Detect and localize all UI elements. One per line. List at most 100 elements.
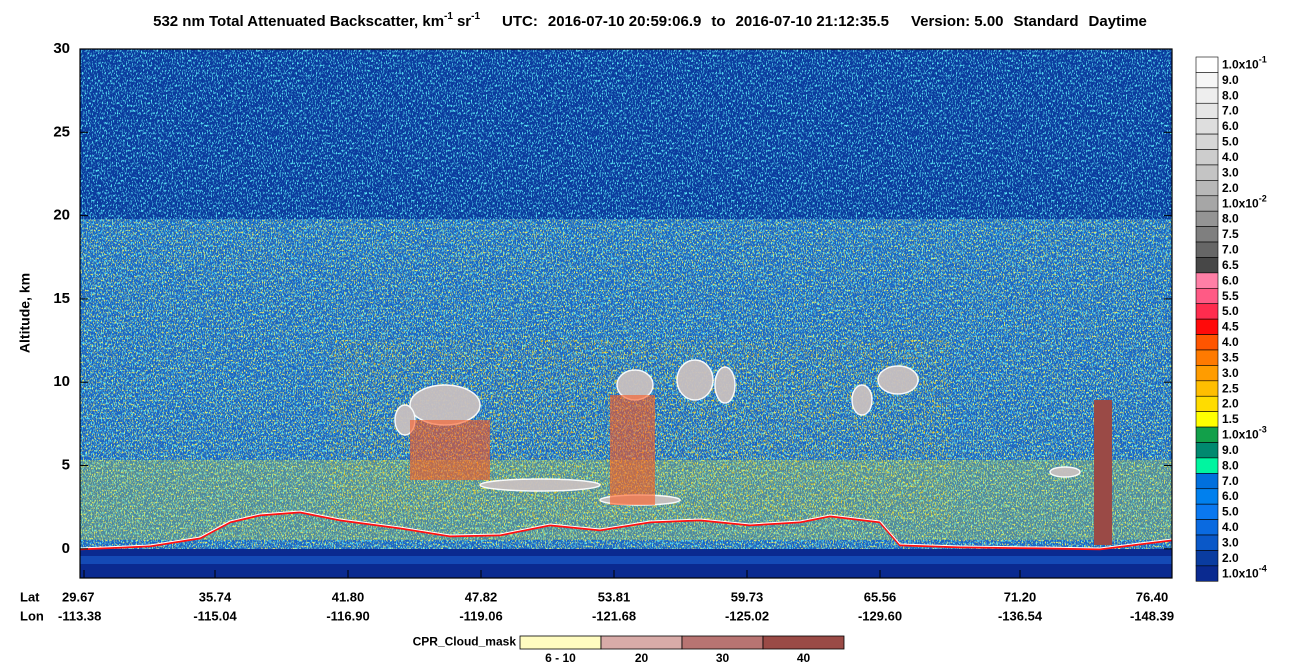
colorbar-label-text: 2.0	[1222, 181, 1239, 195]
title-product: Standard	[1014, 13, 1079, 30]
colorbar-label: 2.0	[1222, 181, 1239, 195]
colorbar-label: 7.0	[1222, 104, 1239, 118]
colorbar-swatch	[1195, 180, 1219, 197]
cloud-mask-label: 20	[635, 651, 649, 665]
colorbar-swatch	[1195, 349, 1219, 366]
cloud	[851, 384, 873, 416]
title-daylight: Daytime	[1089, 13, 1147, 30]
colorbar-label: 3.5	[1222, 351, 1239, 365]
colorbar-swatch	[1195, 303, 1219, 320]
colorbar-label-text: 4.5	[1222, 320, 1239, 334]
plot-frame	[79, 48, 1173, 579]
colorbar-label: 1.0x10-4	[1222, 564, 1267, 581]
colorbar-swatch	[1195, 118, 1219, 135]
colorbar-swatch	[1195, 257, 1219, 274]
colorbar-label-text: 1.0x10	[1222, 567, 1259, 581]
colorbar-label: 6.0	[1222, 489, 1239, 503]
colorbar-swatch	[1195, 550, 1219, 567]
lon-value: -115.04	[193, 608, 237, 623]
y-tick-label: 10	[53, 373, 70, 390]
cloud-mask-swatch	[681, 635, 764, 650]
colorbar-label-text: 3.0	[1222, 536, 1239, 550]
colorbar-label-exponent: -1	[1259, 55, 1267, 65]
colorbar-label: 1.5	[1222, 412, 1239, 426]
backscatter-image	[80, 49, 1172, 578]
colorbar-label: 6.0	[1222, 274, 1239, 288]
colorbar-swatch	[1195, 318, 1219, 335]
colorbar-swatch	[1195, 457, 1219, 474]
colorbar-label-text: 1.5	[1222, 412, 1239, 426]
colorbar-swatch	[1195, 380, 1219, 397]
y-tick-label: 5	[62, 457, 70, 474]
colorbar-swatch	[1195, 488, 1219, 505]
cloud-mask-title: CPR_Cloud_mask	[413, 635, 517, 649]
colorbar-swatch	[1195, 442, 1219, 459]
lat-value: 29.67	[62, 589, 95, 604]
title-exponent: -1	[444, 11, 453, 22]
colorbar-label-text: 4.0	[1222, 150, 1239, 164]
lat-value: 47.82	[465, 589, 498, 604]
lat-value: 41.80	[332, 589, 365, 604]
colorbar-label-text: 7.5	[1222, 227, 1239, 241]
colorbar-label-exponent: -3	[1259, 425, 1267, 435]
cloud-mask-label: 30	[716, 651, 730, 665]
cloud-core	[610, 395, 655, 505]
colorbar-label-text: 6.0	[1222, 119, 1239, 133]
lon-value: -113.38	[58, 608, 101, 623]
cloud-mask-label: 6 - 10	[545, 651, 576, 665]
y-tick-label: 30	[53, 40, 70, 57]
lat-value: 35.74	[199, 589, 232, 604]
colorbar-label-text: 1.0x10	[1222, 58, 1259, 72]
colorbar-label: 7.0	[1222, 474, 1239, 488]
colorbar-label: 2.5	[1222, 381, 1239, 395]
colorbar-swatch	[1195, 272, 1219, 289]
colorbar-label-exponent: -2	[1259, 194, 1267, 204]
lon-value: -136.54	[998, 608, 1043, 623]
colorbar-label-text: 6.5	[1222, 258, 1239, 272]
colorbar-swatch	[1195, 133, 1219, 150]
y-axis-label: Altitude, km	[17, 273, 33, 353]
colorbar-label-text: 1.0x10	[1222, 428, 1259, 442]
lon-value: -148.39	[1130, 608, 1174, 623]
colorbar-label-text: 5.5	[1222, 289, 1239, 303]
colorbar-swatch	[1195, 503, 1219, 520]
colorbar-label: 4.0	[1222, 335, 1239, 349]
chart-title: 532 nm Total Attenuated Backscatter, km-…	[153, 11, 1147, 30]
colorbar-label: 7.0	[1222, 243, 1239, 257]
colorbar-label-text: 3.5	[1222, 351, 1239, 365]
lat-value: 76.40	[1136, 589, 1169, 604]
cloud	[479, 478, 601, 492]
cloud-core	[410, 420, 490, 480]
colorbar-label: 3.0	[1222, 536, 1239, 550]
colorbar-swatch	[1195, 473, 1219, 490]
cloud-mask-label: 40	[797, 651, 811, 665]
colorbar-label: 6.0	[1222, 119, 1239, 133]
colorbar-label-text: 6.0	[1222, 274, 1239, 288]
colorbar-swatch	[1195, 56, 1219, 73]
colorbar-label-exponent: -4	[1259, 564, 1267, 574]
colorbar-label: 5.0	[1222, 304, 1239, 318]
colorbar-swatch	[1195, 334, 1219, 351]
cloud	[1049, 466, 1081, 478]
subsurface-band	[80, 556, 1172, 564]
lon-label: Lon	[20, 608, 44, 623]
title-exponent: -1	[471, 11, 480, 22]
colorbar-swatch	[1195, 164, 1219, 181]
colorbar-swatch	[1195, 411, 1219, 428]
colorbar-swatch	[1195, 149, 1219, 166]
cloud	[714, 366, 736, 404]
title-version: Version: 5.00	[911, 13, 1004, 30]
colorbar-label: 2.0	[1222, 551, 1239, 565]
colorbar-label: 6.5	[1222, 258, 1239, 272]
lon-value: -119.06	[459, 608, 502, 623]
colorbar-label: 3.0	[1222, 366, 1239, 380]
colorbar-label-text: 7.0	[1222, 243, 1239, 257]
colorbar-label-text: 2.5	[1222, 381, 1239, 395]
surface-return	[80, 510, 1172, 551]
colorbar-label: 5.0	[1222, 135, 1239, 149]
lat-label: Lat	[20, 589, 40, 604]
surface-edge	[80, 510, 1172, 549]
colorbar-swatch	[1195, 102, 1219, 119]
colorbar-label-text: 7.0	[1222, 474, 1239, 488]
